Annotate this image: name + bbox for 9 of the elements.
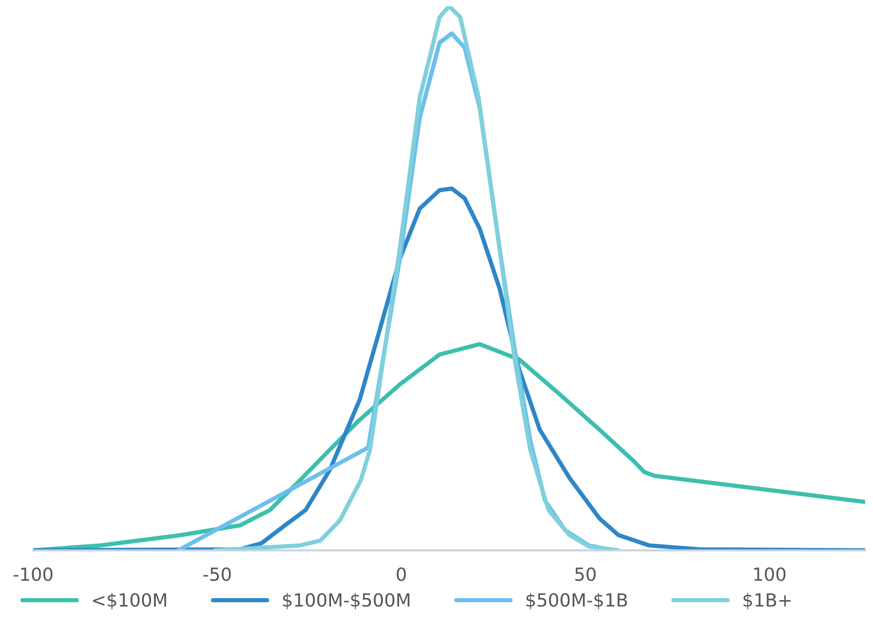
legend-label: $1B+	[744, 592, 791, 610]
x-tick-label: 50	[575, 567, 596, 582]
x-tick-label: 100	[754, 567, 786, 582]
legend-label: <$100M	[93, 592, 166, 610]
x-tick-label: 0	[396, 567, 406, 582]
legend-label: $500M-$1B	[526, 592, 628, 610]
x-tick-label: -50	[203, 567, 231, 582]
legend-label: $100M-$500M	[283, 592, 410, 610]
x-tick-label: -100	[14, 567, 52, 582]
